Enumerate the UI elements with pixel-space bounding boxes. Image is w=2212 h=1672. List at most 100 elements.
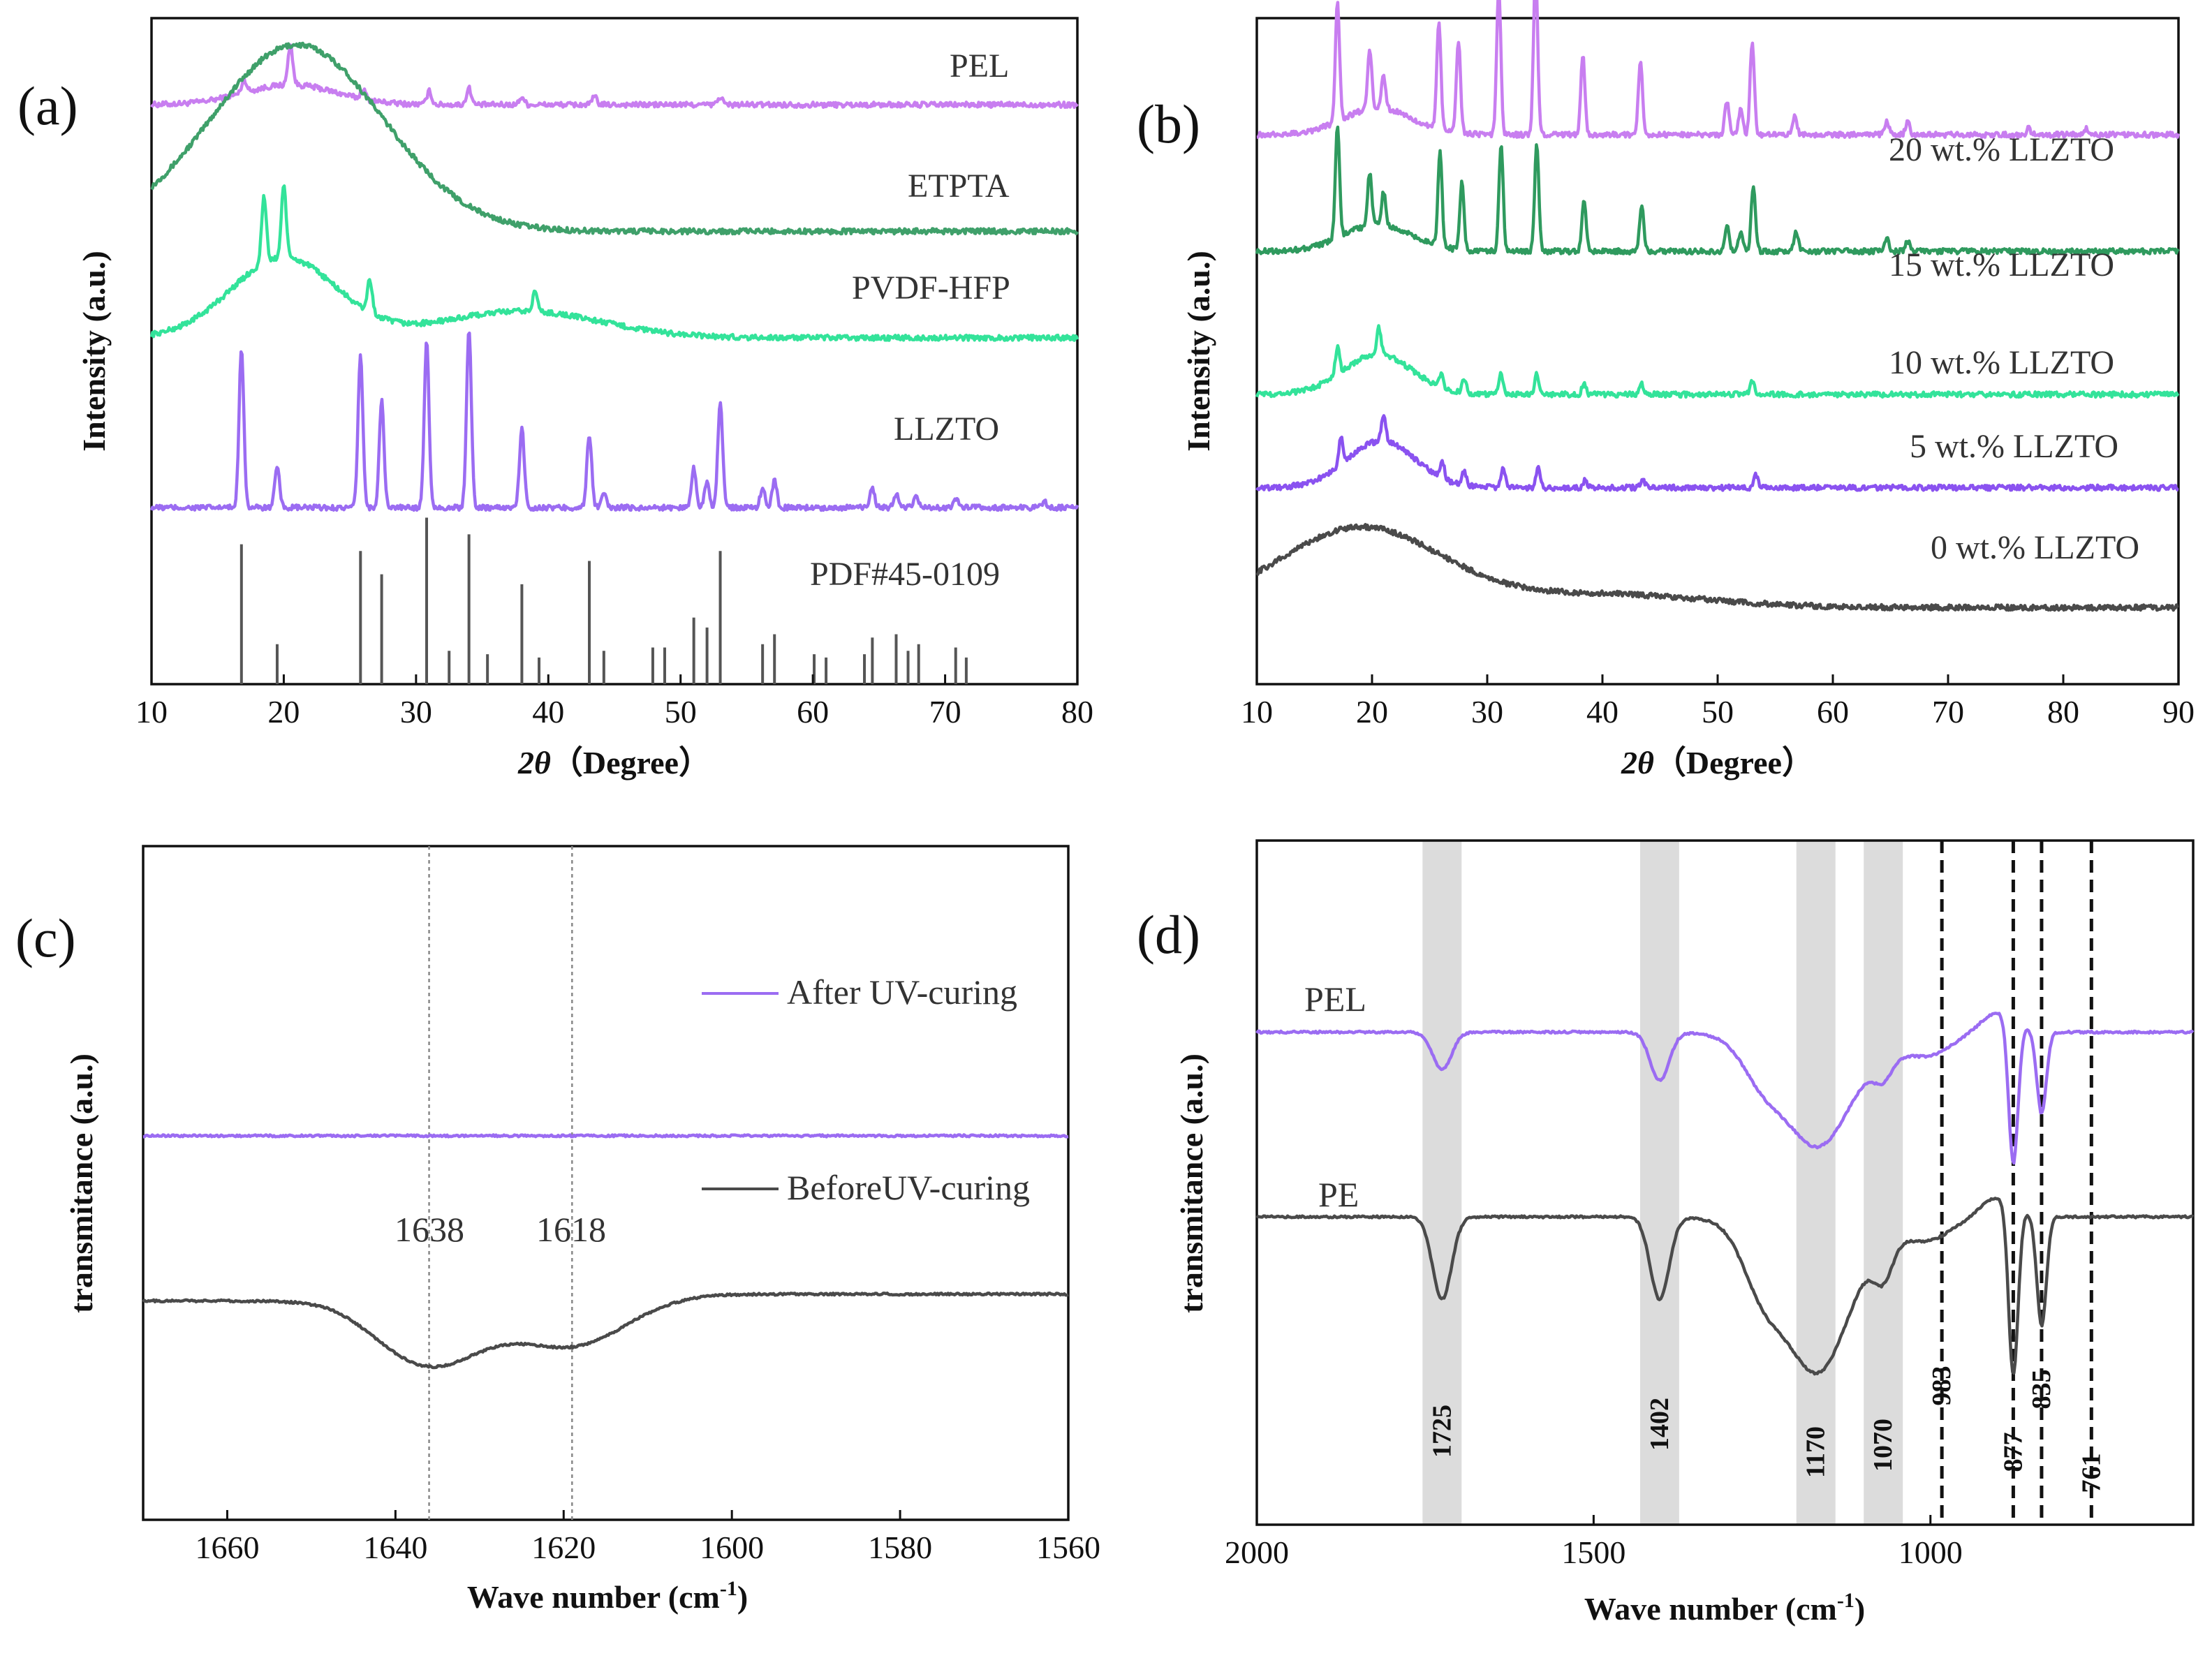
annotation-1638: 1638 — [395, 1210, 464, 1249]
series-label-pel: PEL — [950, 47, 1009, 84]
series-line-15-wt-llzto — [1255, 125, 2180, 256]
peak-label-1170: 1170 — [1801, 1426, 1831, 1478]
panel-b-series — [1255, 0, 2181, 612]
panel-a-label: (a) — [17, 75, 78, 136]
panel-d-shaded-bands — [1422, 841, 1903, 1525]
x-tick-label-20: 20 — [1356, 694, 1388, 730]
x-tick-label-1660: 1660 — [195, 1530, 259, 1565]
panel-c: (c) 1660 1640 1620 1600 1580 1560 After UV-cu… — [15, 845, 1100, 1615]
panel-d-ticks: 2000 1500 1000 — [1225, 1515, 1963, 1570]
panel-a-ticks: 10 20 30 40 50 60 70 80 — [135, 674, 1093, 730]
x-tick-label-10: 10 — [135, 694, 168, 730]
panel-c-ticks: 1660 1640 1620 1600 1580 1560 — [195, 1510, 1100, 1565]
x-tick-label-1500: 1500 — [1561, 1534, 1625, 1570]
panel-a-frame — [150, 17, 1079, 686]
legend-label-before: BeforeUV-curing — [787, 1168, 1030, 1207]
series-line-10-wt-llzto — [1255, 324, 2180, 399]
panel-c-series — [142, 1133, 1069, 1370]
panel-b-ticks: 10 20 30 40 50 60 70 80 90 — [1241, 674, 2195, 730]
x-tick-label-70: 70 — [929, 694, 961, 730]
panel-d-peak-labels: 1725 1402 1170 1070 983 877 835 761 — [1427, 1366, 2106, 1493]
legend-label-after: After UV-curing — [787, 972, 1017, 1012]
series-label-5-wt-llzto: 5 wt.% LLZTO — [1910, 428, 2118, 465]
x-tick-label-90: 90 — [2162, 694, 2195, 730]
panel-d-label: (d) — [1137, 904, 1200, 965]
panel-d-frame — [1255, 839, 2195, 1526]
series-line-pel — [1255, 1012, 2195, 1165]
shaded-band-1402 — [1639, 841, 1679, 1525]
panel-b-label: (b) — [1137, 94, 1200, 154]
panel-b: (b) 10 20 30 40 50 60 70 80 90 20 wt.% LLZTO 15 w… — [1137, 0, 2195, 780]
series-line-after-uv-curing — [142, 1133, 1069, 1139]
series-label-20-wt-llzto: 20 wt.% LLZTO — [1889, 131, 2114, 168]
x-tick-label-40: 40 — [532, 694, 564, 730]
series-label-pel: PEL — [1304, 979, 1366, 1019]
series-line-5-wt-llzto — [1255, 414, 2179, 492]
peak-label-761: 761 — [2077, 1453, 2106, 1493]
x-tick-label-1620: 1620 — [531, 1530, 596, 1565]
peak-label-983: 983 — [1927, 1366, 1956, 1406]
panel-a-series — [149, 41, 1079, 512]
panel-a-y-axis-label: Intensity (a.u.) — [76, 251, 112, 452]
x-tick-label-80: 80 — [2047, 694, 2079, 730]
series-label-llzto: LLZTO — [894, 410, 999, 447]
shaded-band-1070 — [1864, 841, 1903, 1525]
panel-c-x-axis-label: Wave number (cm-1) — [467, 1577, 748, 1615]
panel-b-y-axis-label: Intensity (a.u.) — [1181, 251, 1216, 452]
panel-c-y-axis-label: transmitance (a.u.) — [64, 1053, 99, 1313]
series-line-pe — [1255, 1197, 2195, 1376]
panel-c-legend: After UV-curing BeforeUV-curing — [702, 972, 1030, 1207]
series-line-pvdf-hfp — [149, 184, 1079, 342]
series-line-pel — [150, 43, 1079, 110]
series-label-etpta: ETPTA — [908, 168, 1010, 205]
x-tick-label-20: 20 — [267, 694, 300, 730]
x-tick-label-1000: 1000 — [1898, 1534, 1963, 1570]
series-label-pe: PE — [1318, 1175, 1359, 1214]
peak-label-1725: 1725 — [1427, 1405, 1457, 1458]
shaded-band-1725 — [1422, 841, 1462, 1525]
x-tick-label-1560: 1560 — [1036, 1530, 1100, 1565]
panel-a-reference — [239, 517, 968, 684]
peak-label-877: 877 — [1998, 1433, 2028, 1472]
x-tick-label-60: 60 — [1817, 694, 1849, 730]
series-line-llzto — [149, 331, 1079, 512]
x-tick-label-40: 40 — [1586, 694, 1619, 730]
x-tick-label-30: 30 — [400, 694, 432, 730]
panel-a: (a) 10 20 30 40 50 60 70 80 PEL ETPTA PVDF-HFP LLZ… — [17, 17, 1093, 780]
x-tick-label-10: 10 — [1241, 694, 1273, 730]
x-tick-label-1640: 1640 — [363, 1530, 427, 1565]
series-label-pvdf-hfp: PVDF-HFP — [852, 269, 1010, 306]
series-label-15-wt-llzto: 15 wt.% LLZTO — [1889, 246, 2114, 283]
series-line-20-wt-llzto — [1256, 0, 2181, 139]
series-label-reference: PDF#45-0109 — [810, 556, 1000, 593]
panel-c-frame — [142, 845, 1070, 1521]
x-tick-label-70: 70 — [1932, 694, 1964, 730]
x-tick-label-30: 30 — [1471, 694, 1503, 730]
x-tick-label-2000: 2000 — [1225, 1534, 1289, 1570]
series-line-beforeuv-curing — [142, 1292, 1069, 1370]
series-line-0-wt-llzto — [1255, 523, 2179, 612]
x-tick-label-1580: 1580 — [868, 1530, 932, 1565]
series-label-0-wt-llzto: 0 wt.% LLZTO — [1931, 529, 2139, 566]
panel-d-y-axis-label: transmitance (a.u.) — [1174, 1053, 1209, 1313]
panel-b-series-labels: 20 wt.% LLZTO 15 wt.% LLZTO 10 wt.% LLZTO 5… — [1889, 131, 2139, 566]
panel-c-marker-lines — [428, 846, 573, 1520]
panel-d-dashed-lines — [1940, 841, 2093, 1525]
shaded-band-1170 — [1796, 841, 1836, 1525]
peak-label-835: 835 — [2027, 1370, 2056, 1410]
panel-b-x-axis-label: 2θ（Degree） — [1621, 745, 1814, 780]
x-tick-label-60: 60 — [797, 694, 829, 730]
panel-d-x-axis-label: Wave number (cm-1) — [1584, 1589, 1865, 1627]
peak-label-1070: 1070 — [1868, 1419, 1898, 1472]
panel-d-series — [1255, 1012, 2195, 1376]
series-label-10-wt-llzto: 10 wt.% LLZTO — [1889, 344, 2114, 381]
x-tick-label-50: 50 — [1702, 694, 1734, 730]
x-tick-label-1600: 1600 — [700, 1530, 764, 1565]
panel-a-series-labels: PEL ETPTA PVDF-HFP LLZTO PDF#45-0109 — [810, 47, 1010, 593]
panel-d: (d) 2000 1500 1000 PEL PE 1725 1402 1170 1070… — [1137, 839, 2195, 1627]
panel-c-label: (c) — [15, 908, 76, 968]
series-line-etpta — [150, 41, 1079, 236]
peak-label-1402: 1402 — [1645, 1398, 1674, 1451]
annotation-1618: 1618 — [536, 1210, 606, 1249]
